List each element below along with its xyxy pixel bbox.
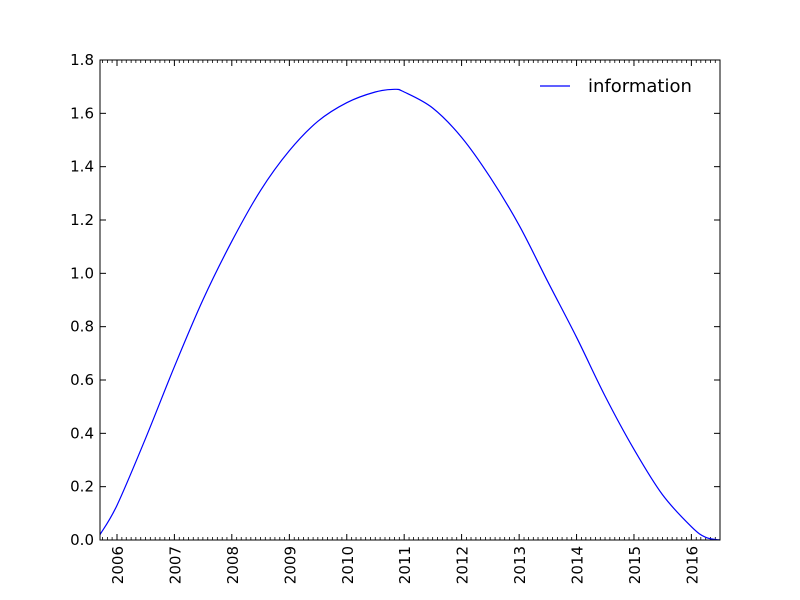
y-tick-label: 0.2 (70, 478, 94, 496)
x-axis: 2006 2007 2008 2009 2010 2011 2012 2013 2014 2015… (102, 60, 721, 584)
x-tick-label: 2014 (569, 546, 587, 584)
legend-label: information (588, 76, 692, 97)
y-tick-label: 1.4 (70, 158, 94, 176)
x-tick-label: 2008 (224, 546, 242, 584)
y-tick-label: 1.2 (70, 211, 94, 229)
series-line-0 (99, 88, 721, 541)
y-tick-label: 0.0 (70, 531, 94, 549)
x-tick-label: 2015 (626, 546, 644, 584)
x-tick-label: 2009 (281, 546, 299, 584)
x-tick-label: 2006 (109, 546, 127, 584)
plot-frame (99, 59, 721, 541)
y-axis: 0.0 0.2 0.4 0.6 0.8 1.0 1.2 1.4 1.6 1.8 (70, 51, 720, 549)
legend: information (540, 76, 692, 97)
y-tick-label: 1.8 (70, 51, 94, 69)
x-tick-label: 2007 (166, 546, 184, 584)
x-tick-label: 2010 (339, 546, 357, 584)
y-tick-label: 0.6 (70, 371, 94, 389)
x-tick-label: 2013 (511, 546, 529, 584)
x-tick-label: 2012 (454, 546, 472, 584)
y-tick-label: 0.4 (70, 424, 94, 442)
x-tick-label: 2011 (396, 546, 414, 584)
series-layer (99, 88, 721, 541)
y-tick-label: 0.8 (70, 318, 94, 336)
x-tick-label: 2016 (683, 546, 701, 584)
y-tick-label: 1.6 (70, 104, 94, 122)
y-tick-label: 1.0 (70, 264, 94, 282)
